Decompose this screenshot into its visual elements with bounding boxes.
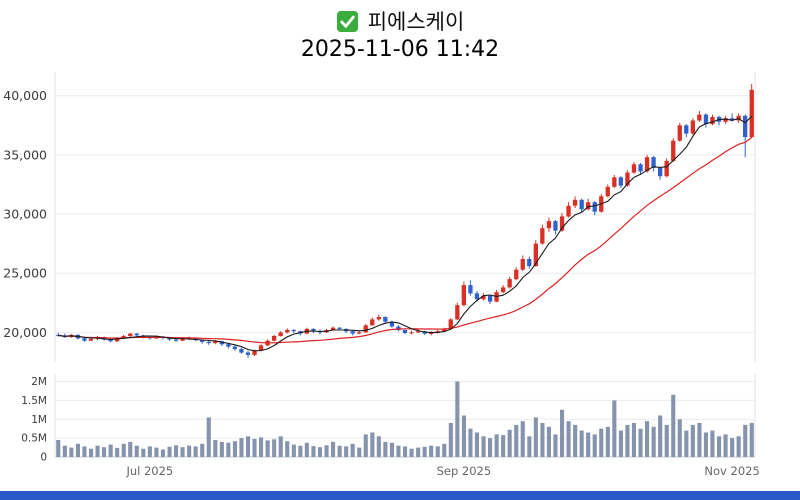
stock-name: 피에스케이 <box>367 10 465 34</box>
bottom-blue-bar <box>0 491 800 500</box>
svg-text:0: 0 <box>40 452 47 464</box>
title-row: 피에스케이 <box>0 6 800 36</box>
chart-svg: 20,000 25,000 30,000 35,000 40,000 0 0.5M 1M 1.5… <box>3 72 760 478</box>
svg-text:1.5M: 1.5M <box>21 395 47 407</box>
svg-text:20,000: 20,000 <box>3 325 47 340</box>
svg-text:Sep 2025: Sep 2025 <box>437 464 492 478</box>
svg-text:35,000: 35,000 <box>3 147 47 162</box>
svg-text:40,000: 40,000 <box>3 88 47 103</box>
green-checkbox-icon <box>336 10 359 33</box>
chart-datetime: 2025-11-06 11:42 <box>300 37 500 62</box>
svg-text:25,000: 25,000 <box>3 266 47 281</box>
svg-text:1M: 1M <box>31 414 47 426</box>
ma-fast-line <box>58 115 753 352</box>
candlesticks <box>56 83 754 358</box>
ma-slow-line <box>58 137 753 344</box>
chart-header: 피에스케이 2025-11-06 11:42 <box>0 0 800 62</box>
price-gridlines-and-labels: 20,000 25,000 30,000 35,000 40,000 <box>3 72 756 362</box>
svg-text:Jul 2025: Jul 2025 <box>125 464 173 478</box>
price-volume-chart: 20,000 25,000 30,000 35,000 40,000 0 0.5M 1M 1.5… <box>0 62 800 484</box>
x-axis-labels: Jul 2025 Sep 2025 Nov 2025 <box>125 464 759 478</box>
svg-text:30,000: 30,000 <box>3 207 47 222</box>
svg-text:0.5M: 0.5M <box>21 433 47 445</box>
volume-bars <box>56 381 754 458</box>
svg-text:Nov 2025: Nov 2025 <box>704 464 759 478</box>
svg-text:2M: 2M <box>31 376 47 388</box>
